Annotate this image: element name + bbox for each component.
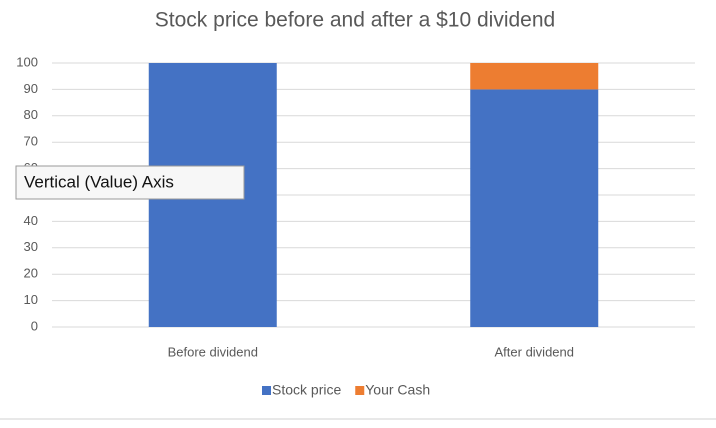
legend-label: Stock price: [272, 382, 341, 398]
y-tick-label: 70: [24, 134, 38, 149]
tooltip-box: [15, 165, 245, 200]
chart-title: Stock price before and after a $10 divid…: [155, 9, 555, 32]
y-tick-label: 10: [24, 292, 38, 307]
y-tick-label: 20: [24, 266, 38, 281]
tooltip: Vertical (Value) Axis: [15, 165, 245, 200]
legend-label: Your Cash: [365, 382, 430, 398]
x-tick-label: After dividend: [495, 344, 575, 359]
bar-segment: [470, 63, 599, 90]
y-tick-label: 0: [31, 318, 38, 333]
tooltip-text: Vertical (Value) Axis: [24, 172, 174, 191]
y-tick-label: 80: [24, 107, 38, 122]
y-tick-label: 40: [24, 213, 38, 228]
x-tick-label: Before dividend: [168, 344, 258, 359]
y-tick-label: 90: [24, 81, 38, 96]
y-tick-label: 100: [16, 54, 38, 69]
legend-swatch: [262, 386, 271, 395]
bar-segment: [470, 89, 599, 328]
legend-swatch: [355, 386, 365, 395]
y-tick-label: 30: [24, 239, 38, 254]
